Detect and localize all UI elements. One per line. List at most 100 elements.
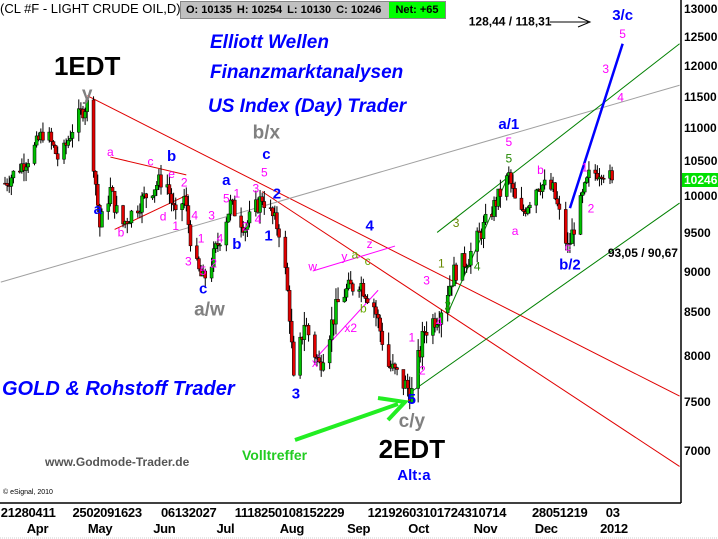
candle-body	[393, 363, 397, 368]
x-tick-month: Sep	[347, 521, 371, 536]
x-tick-days: 12192603101724310714	[367, 505, 507, 520]
candle-body	[534, 189, 538, 206]
candle-body	[150, 195, 155, 199]
candle-body	[275, 212, 279, 230]
candle-body	[376, 313, 380, 319]
candle-body	[329, 319, 334, 340]
candle-body	[247, 211, 252, 224]
candle-body	[469, 251, 473, 266]
candle-body	[563, 209, 568, 244]
trendline	[110, 156, 187, 176]
candle-body	[91, 99, 96, 172]
wave-label: 1	[438, 256, 445, 270]
wave-label: a	[352, 248, 359, 262]
wave-label: w	[307, 259, 317, 273]
candle-body	[435, 324, 439, 328]
candle-body	[66, 140, 70, 146]
candle-body	[51, 141, 56, 146]
candle-body	[216, 243, 220, 246]
candle-body	[260, 196, 264, 202]
candle-body	[298, 336, 302, 376]
wave-label: 5	[223, 191, 230, 205]
candle-body	[188, 224, 193, 247]
candle-body	[285, 267, 290, 291]
candle-body	[306, 325, 311, 336]
candle-body	[152, 189, 157, 197]
x-tick-month: Aug	[279, 521, 305, 536]
wave-label: a	[94, 201, 103, 218]
candle-body	[32, 144, 37, 164]
wave-label: y	[341, 249, 347, 263]
wave-label: 2	[419, 363, 426, 377]
candle-body	[167, 184, 172, 195]
candle-body	[169, 193, 174, 204]
candle-body	[509, 172, 513, 184]
candle-body	[228, 199, 233, 215]
candle-body	[410, 388, 414, 403]
x-tick-days: 1118250108152229	[234, 505, 345, 520]
candle-body	[321, 362, 326, 371]
candle-body	[85, 99, 89, 112]
volltreffer-arrow-head-icon	[377, 396, 410, 422]
wave-label: b	[537, 163, 544, 177]
wave-label: 2	[273, 185, 281, 202]
candle-body	[357, 289, 361, 292]
candle-body	[483, 213, 488, 223]
wave-label: 2	[210, 256, 217, 270]
y-tick-label: 11000	[684, 121, 717, 136]
wave-label: c	[147, 154, 153, 168]
x-tick-month: Jul	[216, 521, 235, 536]
wave-label: 3	[185, 255, 192, 269]
candle-body	[226, 213, 231, 223]
brand-line3: US Index (Day) Trader	[208, 96, 407, 117]
candle-body	[587, 169, 591, 179]
candle-body	[582, 182, 587, 193]
wave-label: 2	[181, 176, 188, 190]
candle-body	[327, 339, 332, 364]
candle-body	[462, 253, 467, 268]
symbol-title: (CL #F - LIGHT CRUDE OIL,D)	[0, 1, 181, 16]
wave-label: 3	[602, 62, 609, 76]
candle-body	[245, 222, 250, 230]
candle-body	[127, 222, 132, 225]
x-tick-month: 2012	[600, 521, 628, 536]
candle-body	[270, 207, 275, 217]
candle-body	[498, 188, 503, 197]
wave-label: 4	[617, 91, 624, 105]
candle-body	[344, 288, 349, 298]
y-tick-label: 8000	[684, 348, 711, 363]
candle-body	[601, 178, 606, 180]
candle-body	[599, 176, 604, 179]
wave-label: 2	[588, 201, 595, 215]
candle-body	[186, 205, 191, 225]
wave-label: 1	[198, 232, 205, 246]
wave-label: b	[167, 148, 176, 165]
candle-body	[386, 344, 391, 367]
wave-label: 4	[255, 212, 262, 226]
candle-body	[277, 228, 281, 238]
wave-label: 93,05 / 90,67	[608, 246, 678, 260]
candle-body	[11, 170, 16, 179]
wave-label: c	[565, 240, 571, 254]
candle-body	[342, 296, 347, 303]
wave-label: a	[512, 224, 519, 238]
candle-body	[372, 302, 376, 308]
candle-body	[144, 193, 148, 199]
candle-body	[262, 201, 267, 208]
candle-body	[258, 196, 262, 213]
candle-body	[445, 295, 450, 314]
candle-body	[361, 283, 366, 297]
wave-label: 128,44 / 118,31	[469, 14, 552, 28]
candle-body	[70, 131, 75, 139]
wave-label: c	[365, 254, 371, 268]
y-tick-label: 11500	[684, 89, 717, 104]
candle-body	[313, 334, 317, 358]
candle-body	[519, 197, 524, 210]
open-value: O: 10135	[186, 4, 232, 16]
wave-label: 2	[242, 219, 249, 233]
wave-label: 4	[191, 209, 198, 223]
brand-line1: Elliott Wellen	[210, 32, 329, 53]
candle-body	[171, 202, 176, 206]
candle-body	[363, 295, 368, 299]
